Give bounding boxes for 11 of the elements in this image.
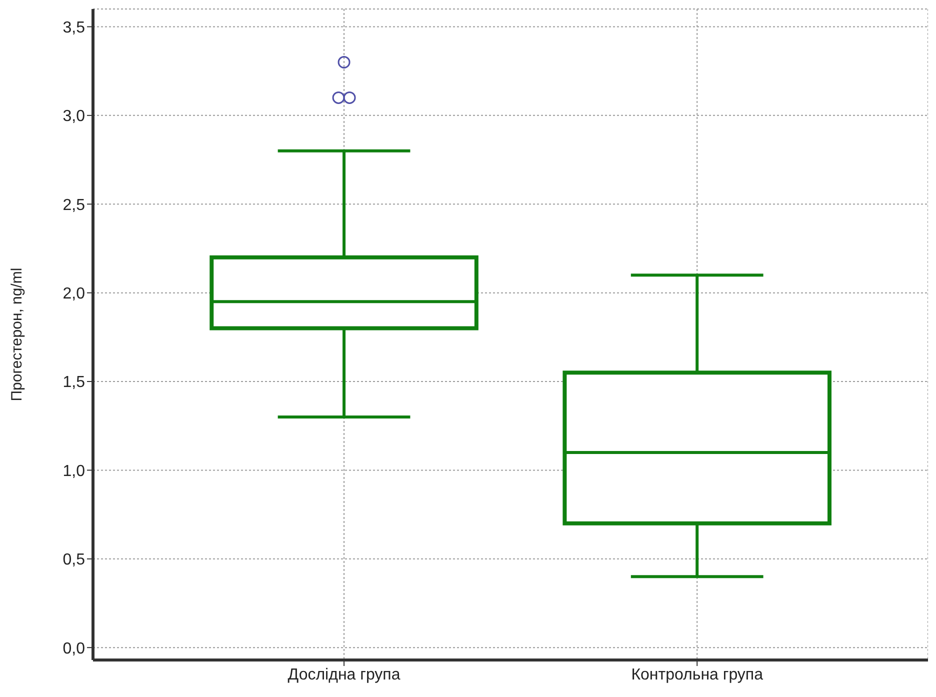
x-tick-label: Дослідна група [288,666,400,684]
y-tick-label: 0,5 [62,552,86,569]
y-tick-label: 2,5 [62,196,86,214]
y-tick-label: 3,0 [62,108,86,126]
x-tick-label: Контрольна група [631,666,764,684]
y-axis-title: Прогестерон, ng/ml [8,268,26,402]
y-tick-label: 1,5 [62,374,86,392]
y-tick-label: 1,0 [62,462,86,480]
y-tick-label: 3,5 [62,19,86,36]
y-tick-label: 0,0 [62,640,86,658]
y-tick-label: 2,0 [62,285,86,302]
